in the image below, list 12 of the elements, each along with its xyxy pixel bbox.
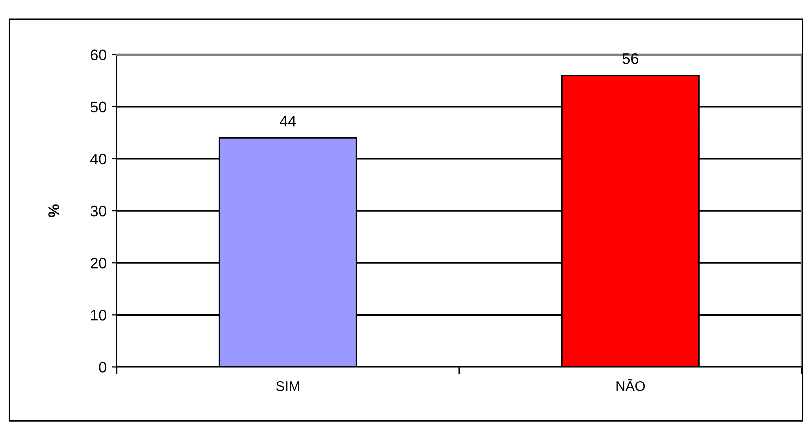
y-tick-label: 30 [90, 206, 107, 217]
x-tick-label: NÃO [616, 378, 646, 392]
y-tick-label: 40 [90, 154, 107, 165]
y-tick-label: 50 [90, 102, 107, 113]
y-tick-label: 0 [99, 362, 107, 373]
y-tick-label: 60 [90, 50, 107, 61]
x-tick-label: SIM [276, 381, 300, 392]
y-axis-title: % [48, 204, 60, 218]
data-label: 56 [622, 54, 639, 64]
data-label: 44 [280, 116, 296, 127]
y-tick-label: 10 [91, 310, 107, 321]
y-tick-label: 20 [90, 258, 107, 269]
